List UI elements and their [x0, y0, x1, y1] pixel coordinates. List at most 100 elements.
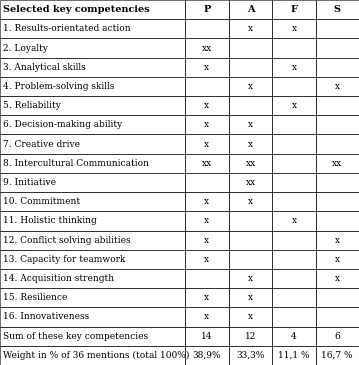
- Bar: [0, 231, 185, 250]
- Text: x: x: [204, 101, 209, 110]
- Bar: [316, 38, 359, 58]
- Text: 13. Capacity for teamwork: 13. Capacity for teamwork: [3, 255, 125, 264]
- Bar: [229, 134, 272, 154]
- Bar: [316, 173, 359, 192]
- Text: 11. Holistic thinking: 11. Holistic thinking: [3, 216, 97, 226]
- Bar: [272, 154, 316, 173]
- Bar: [272, 346, 316, 365]
- Bar: [316, 96, 359, 115]
- Bar: [316, 231, 359, 250]
- Bar: [185, 96, 229, 115]
- Bar: [272, 211, 316, 231]
- Text: x: x: [292, 216, 297, 226]
- Bar: [272, 77, 316, 96]
- Bar: [185, 173, 229, 192]
- Text: x: x: [292, 101, 297, 110]
- Bar: [0, 19, 185, 38]
- Bar: [229, 269, 272, 288]
- Text: 5. Reliability: 5. Reliability: [3, 101, 61, 110]
- Bar: [272, 173, 316, 192]
- Text: 2. Loyalty: 2. Loyalty: [3, 43, 48, 53]
- Bar: [272, 288, 316, 307]
- Text: x: x: [248, 197, 253, 206]
- Bar: [0, 96, 185, 115]
- Bar: [0, 38, 185, 58]
- Bar: [185, 0, 229, 19]
- Bar: [272, 211, 316, 231]
- Bar: [229, 250, 272, 269]
- Bar: [316, 96, 359, 115]
- Bar: [0, 77, 185, 96]
- Bar: [272, 115, 316, 134]
- Bar: [316, 211, 359, 231]
- Bar: [0, 58, 185, 77]
- Text: x: x: [248, 312, 253, 322]
- Bar: [0, 115, 185, 134]
- Bar: [272, 269, 316, 288]
- Text: x: x: [204, 139, 209, 149]
- Text: 16,7 %: 16,7 %: [321, 351, 353, 360]
- Bar: [185, 77, 229, 96]
- Bar: [316, 58, 359, 77]
- Text: xx: xx: [332, 159, 342, 168]
- Text: x: x: [204, 236, 209, 245]
- Bar: [0, 192, 185, 211]
- Bar: [316, 77, 359, 96]
- Bar: [229, 115, 272, 134]
- Bar: [0, 211, 185, 231]
- Text: Selected key competencies: Selected key competencies: [3, 5, 150, 14]
- Bar: [229, 250, 272, 269]
- Bar: [0, 250, 185, 269]
- Bar: [0, 134, 185, 154]
- Bar: [272, 58, 316, 77]
- Bar: [229, 327, 272, 346]
- Text: x: x: [204, 293, 209, 302]
- Bar: [0, 211, 185, 231]
- Text: 14. Acquisition strength: 14. Acquisition strength: [3, 274, 114, 283]
- Bar: [316, 288, 359, 307]
- Text: 3. Analytical skills: 3. Analytical skills: [3, 63, 86, 72]
- Bar: [229, 19, 272, 38]
- Text: 4: 4: [291, 332, 297, 341]
- Text: 6. Decision-making ability: 6. Decision-making ability: [3, 120, 122, 129]
- Bar: [185, 38, 229, 58]
- Bar: [316, 192, 359, 211]
- Text: x: x: [335, 82, 340, 91]
- Bar: [316, 327, 359, 346]
- Bar: [229, 77, 272, 96]
- Text: Weight in % of 36 mentions (total 100%): Weight in % of 36 mentions (total 100%): [3, 351, 189, 360]
- Bar: [272, 307, 316, 327]
- Bar: [229, 192, 272, 211]
- Bar: [316, 231, 359, 250]
- Bar: [185, 77, 229, 96]
- Bar: [272, 134, 316, 154]
- Bar: [0, 134, 185, 154]
- Bar: [316, 346, 359, 365]
- Bar: [229, 115, 272, 134]
- Bar: [229, 307, 272, 327]
- Bar: [0, 0, 185, 19]
- Bar: [272, 250, 316, 269]
- Text: xx: xx: [246, 159, 256, 168]
- Text: F: F: [290, 5, 298, 14]
- Text: xx: xx: [246, 178, 256, 187]
- Bar: [229, 38, 272, 58]
- Bar: [0, 288, 185, 307]
- Bar: [185, 19, 229, 38]
- Text: x: x: [204, 63, 209, 72]
- Text: P: P: [203, 5, 210, 14]
- Bar: [0, 307, 185, 327]
- Bar: [316, 250, 359, 269]
- Text: x: x: [335, 255, 340, 264]
- Bar: [229, 346, 272, 365]
- Bar: [272, 269, 316, 288]
- Bar: [316, 327, 359, 346]
- Bar: [229, 0, 272, 19]
- Text: x: x: [204, 197, 209, 206]
- Bar: [185, 250, 229, 269]
- Text: x: x: [204, 312, 209, 322]
- Bar: [229, 173, 272, 192]
- Bar: [185, 134, 229, 154]
- Bar: [272, 192, 316, 211]
- Bar: [185, 154, 229, 173]
